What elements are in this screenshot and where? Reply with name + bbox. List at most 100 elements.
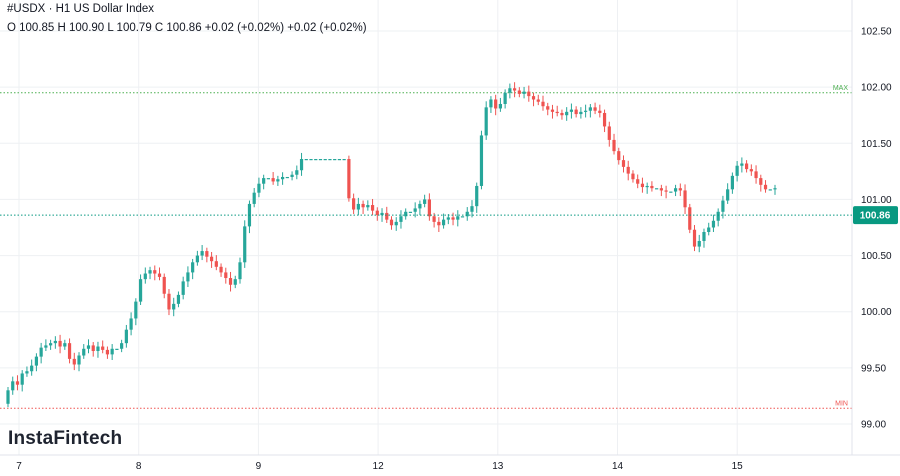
candle-body (744, 163, 749, 170)
symbol-label[interactable]: #USDX (7, 3, 46, 15)
candle-body (148, 270, 152, 274)
candle (124, 324, 128, 348)
candle-body (129, 318, 133, 330)
candle (389, 216, 394, 230)
candle-body (451, 217, 455, 220)
candle (143, 267, 147, 284)
candle-body (437, 221, 441, 226)
candle (494, 94, 498, 116)
candle (498, 97, 502, 112)
candle (744, 160, 749, 173)
candle (176, 291, 181, 308)
candle (740, 157, 744, 173)
candle-body (176, 294, 181, 304)
candle (697, 234, 701, 253)
candle-body (49, 343, 53, 346)
candle (72, 352, 76, 371)
candle (49, 339, 53, 350)
chart-title: #USDX · H1 US Dollar Index (7, 3, 154, 15)
candle (328, 159, 332, 161)
candle-body (650, 185, 654, 189)
candle-body (266, 178, 271, 180)
candle-body (214, 261, 218, 267)
candle-body (162, 276, 166, 294)
candle (669, 191, 673, 193)
candle-body (72, 358, 76, 365)
candle-body (584, 110, 588, 112)
candle-body (366, 205, 370, 208)
candle (678, 183, 682, 197)
y-tick-label: 102.50 (861, 27, 892, 38)
candle (366, 200, 370, 211)
candle-body (6, 390, 10, 404)
candle (20, 370, 24, 392)
chart-grid (0, 0, 852, 455)
candle (465, 207, 469, 221)
candle (456, 210, 460, 227)
candle (252, 187, 256, 208)
candle-body (636, 179, 640, 184)
candle-body (773, 188, 777, 190)
candle (347, 155, 351, 202)
candle-body (749, 169, 753, 172)
candle-body (707, 227, 711, 232)
y-tick-label: 102.00 (861, 83, 892, 94)
candle (271, 172, 275, 185)
candle-body (721, 200, 725, 212)
candle (664, 185, 668, 199)
candle (418, 200, 422, 216)
candle (565, 107, 569, 121)
candle (688, 203, 692, 234)
candle (105, 346, 110, 359)
candle-body (20, 373, 24, 385)
candle-body (271, 178, 275, 182)
candle-body (96, 346, 100, 352)
candle (120, 339, 124, 353)
x-tick-label: 13 (492, 461, 504, 472)
candle (655, 188, 659, 190)
candle-body (569, 109, 574, 112)
candle (153, 265, 157, 281)
candle (375, 207, 379, 221)
candle (233, 275, 237, 289)
candle-body (380, 212, 384, 216)
candle-body (115, 348, 119, 350)
candle-body (697, 240, 701, 247)
candle (323, 159, 327, 161)
candle-body (352, 198, 356, 210)
candle-body (67, 343, 72, 359)
candle-body (560, 112, 564, 116)
candle-body (432, 216, 436, 222)
candle-body (664, 190, 668, 192)
candle (759, 174, 763, 192)
candle-body (157, 273, 162, 277)
candle-body (224, 272, 228, 279)
timeframe-label[interactable]: H1 (55, 3, 71, 15)
candle (692, 225, 697, 252)
candle-body (101, 346, 105, 350)
candle (754, 165, 758, 184)
candle-body (233, 279, 237, 285)
candle (342, 159, 346, 161)
candle-body (238, 262, 242, 280)
candle (427, 193, 431, 221)
candle (262, 174, 266, 190)
candle-body (385, 212, 389, 220)
candle (735, 161, 739, 182)
candle-body (375, 210, 379, 216)
candle-body (356, 203, 360, 210)
candle (318, 159, 323, 161)
x-tick-label: 15 (732, 461, 744, 472)
candle-body (15, 381, 20, 385)
candle (209, 251, 214, 268)
candle (295, 165, 299, 180)
candle-body (219, 266, 223, 273)
candle-body (11, 381, 15, 391)
candle-body (205, 251, 209, 257)
candle-body (399, 216, 403, 222)
candle-body (299, 159, 304, 171)
candle (489, 96, 493, 113)
candle (356, 197, 360, 216)
candle (167, 289, 171, 316)
candle-body (295, 170, 299, 175)
